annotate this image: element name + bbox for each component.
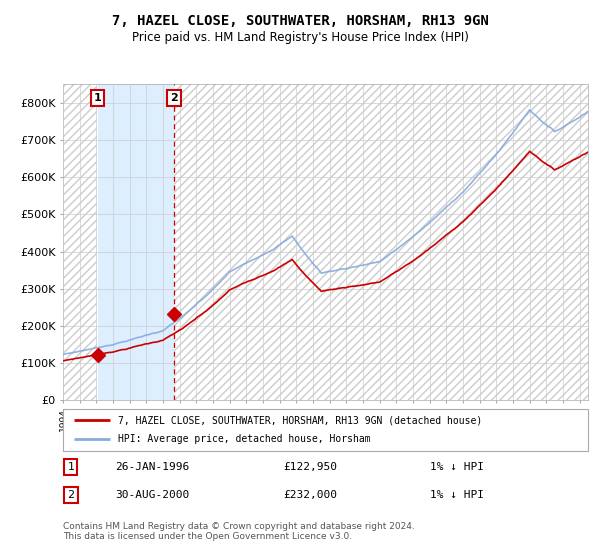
Bar — [174, 84, 588, 400]
Text: Price paid vs. HM Land Registry's House Price Index (HPI): Price paid vs. HM Land Registry's House … — [131, 31, 469, 44]
Text: 1: 1 — [94, 93, 101, 103]
Text: 26-JAN-1996: 26-JAN-1996 — [115, 462, 190, 472]
FancyBboxPatch shape — [63, 409, 588, 451]
Text: 7, HAZEL CLOSE, SOUTHWATER, HORSHAM, RH13 9GN: 7, HAZEL CLOSE, SOUTHWATER, HORSHAM, RH1… — [112, 14, 488, 28]
Text: 7, HAZEL CLOSE, SOUTHWATER, HORSHAM, RH13 9GN (detached house): 7, HAZEL CLOSE, SOUTHWATER, HORSHAM, RH1… — [118, 415, 482, 425]
Text: 1: 1 — [67, 462, 74, 472]
Text: £122,950: £122,950 — [284, 462, 337, 472]
Text: 30-AUG-2000: 30-AUG-2000 — [115, 490, 190, 500]
Bar — [97, 84, 174, 400]
Bar — [63, 84, 97, 400]
Text: HPI: Average price, detached house, Horsham: HPI: Average price, detached house, Hors… — [118, 435, 371, 445]
Text: 2: 2 — [67, 490, 74, 500]
Text: Contains HM Land Registry data © Crown copyright and database right 2024.
This d: Contains HM Land Registry data © Crown c… — [63, 522, 415, 542]
Text: £232,000: £232,000 — [284, 490, 337, 500]
Text: 2: 2 — [170, 93, 178, 103]
Text: 1% ↓ HPI: 1% ↓ HPI — [431, 462, 485, 472]
Text: 1% ↓ HPI: 1% ↓ HPI — [431, 490, 485, 500]
